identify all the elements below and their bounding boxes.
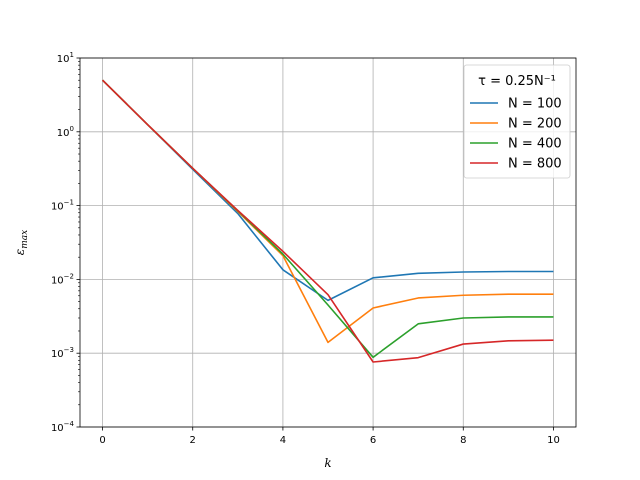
x-tick-label: 2 xyxy=(190,435,196,446)
y-tick-label: 100 xyxy=(57,125,74,139)
x-tick-label: 4 xyxy=(280,435,286,446)
legend-box xyxy=(463,64,571,179)
y-tick-label: 101 xyxy=(57,51,74,65)
y-axis-label: εmax xyxy=(13,230,30,255)
y-tick-label: 10−3 xyxy=(51,346,74,360)
legend-title: τ = 0.25N⁻¹ xyxy=(478,74,556,89)
plot-area-frame xyxy=(79,57,577,428)
y-tick-label: 10−1 xyxy=(51,199,74,213)
legend: τ = 0.25N⁻¹ N = 100 N = 200 N = 400 N = 800 xyxy=(463,64,571,179)
x-tick-label: 6 xyxy=(370,435,376,446)
x-tick-label: 0 xyxy=(99,435,105,446)
x-axis-label: k xyxy=(324,456,331,470)
series-line-3 xyxy=(101,79,554,363)
x-axis: 0 2 4 6 8 10 xyxy=(99,427,560,446)
legend-entry-label: N = 200 xyxy=(508,117,562,132)
x-tick-label: 8 xyxy=(460,435,466,446)
legend-entry-label: N = 800 xyxy=(508,157,562,172)
legend-entry-label: N = 400 xyxy=(508,137,562,152)
y-tick-label: 10−2 xyxy=(51,272,74,286)
y-axis: 10−4 10−3 10−2 10−1 100 101 xyxy=(51,51,80,434)
y-tick-label: 10−4 xyxy=(51,420,75,434)
x-tick-label: 10 xyxy=(547,435,560,446)
legend-entry-label: N = 100 xyxy=(508,97,562,112)
series-layer xyxy=(101,79,554,363)
